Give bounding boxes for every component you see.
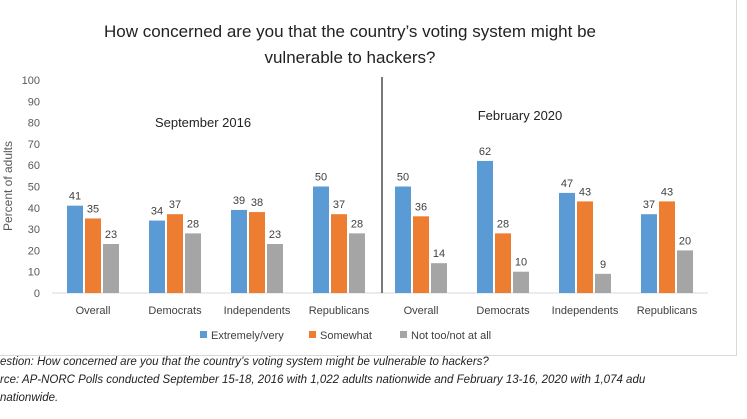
data-label: 36 bbox=[415, 201, 427, 213]
bar bbox=[85, 218, 101, 293]
category-label: Republicans bbox=[309, 305, 370, 317]
source-note-line-2: nationwide. bbox=[0, 392, 59, 404]
data-label: 50 bbox=[397, 172, 409, 184]
legend-label: Somewhat bbox=[320, 330, 372, 342]
data-label: 20 bbox=[679, 235, 691, 247]
bar bbox=[577, 201, 593, 293]
source-note-line-1: rce: AP-NORC Polls conducted September 1… bbox=[0, 374, 646, 386]
bar bbox=[67, 205, 83, 293]
y-tick-label: 50 bbox=[28, 182, 40, 194]
bar bbox=[103, 244, 119, 293]
data-label: 34 bbox=[151, 206, 163, 218]
period-label-2016: September 2016 bbox=[155, 115, 251, 130]
bar bbox=[313, 186, 329, 293]
question-note: estion: How concerned are you that the c… bbox=[0, 356, 489, 368]
bar bbox=[231, 209, 247, 293]
data-label: 23 bbox=[105, 229, 117, 241]
category-label: Overall bbox=[404, 305, 439, 317]
y-tick-label: 60 bbox=[28, 160, 40, 172]
data-label: 43 bbox=[661, 186, 673, 198]
chart-title-line-1: How concerned are you that the country’s… bbox=[104, 22, 596, 41]
category-label: Independents bbox=[224, 305, 291, 317]
y-axis-label: Percent of adults bbox=[1, 141, 15, 231]
y-tick-label: 30 bbox=[28, 224, 40, 236]
y-tick-label: 90 bbox=[28, 96, 40, 108]
data-label: 41 bbox=[69, 191, 81, 203]
bar bbox=[185, 233, 201, 293]
bar bbox=[267, 244, 283, 293]
legend-swatch bbox=[200, 331, 207, 338]
bar bbox=[641, 214, 657, 293]
data-labels: 41 35 23 34 37 28 39 38 23 50 37 28 50 36 14 62 28 10 47 43… bbox=[69, 146, 691, 271]
category-label: Republicans bbox=[637, 305, 698, 317]
data-label: 43 bbox=[579, 186, 591, 198]
data-label: 37 bbox=[333, 199, 345, 211]
y-tick-label: 0 bbox=[34, 288, 40, 300]
bar bbox=[559, 192, 575, 293]
legend-swatch bbox=[400, 331, 407, 338]
bar bbox=[331, 214, 347, 293]
bar bbox=[431, 263, 447, 293]
data-label: 10 bbox=[515, 257, 527, 269]
y-tick-label: 70 bbox=[28, 139, 40, 151]
category-label: Democrats bbox=[148, 305, 202, 317]
bar bbox=[167, 214, 183, 293]
legend-label: Not too/not at all bbox=[411, 330, 491, 342]
bar bbox=[249, 212, 265, 293]
data-label: 50 bbox=[315, 172, 327, 184]
data-label: 23 bbox=[269, 229, 281, 241]
bar bbox=[395, 186, 411, 293]
legend: Extremely/very Somewhat Not too/not at all bbox=[200, 330, 491, 342]
bar bbox=[677, 250, 693, 293]
category-label: Overall bbox=[76, 305, 111, 317]
x-axis-categories: Overall Democrats Independents Republicans O… bbox=[76, 305, 698, 317]
data-label: 28 bbox=[497, 218, 509, 230]
data-label: 9 bbox=[600, 259, 606, 271]
bar bbox=[477, 160, 493, 293]
data-label: 38 bbox=[251, 197, 263, 209]
legend-swatch bbox=[309, 331, 316, 338]
data-label: 37 bbox=[169, 199, 181, 211]
category-label: Independents bbox=[552, 305, 619, 317]
bar bbox=[413, 216, 429, 293]
data-label: 28 bbox=[187, 218, 199, 230]
data-label: 62 bbox=[479, 146, 491, 158]
bar-series bbox=[67, 160, 693, 293]
data-label: 39 bbox=[233, 195, 245, 207]
category-label: Democrats bbox=[476, 305, 530, 317]
chart-title-line-2: vulnerable to hackers? bbox=[264, 48, 435, 67]
chart-frame bbox=[0, 0, 737, 356]
y-tick-label: 100 bbox=[22, 75, 40, 87]
data-label: 37 bbox=[643, 199, 655, 211]
data-label: 28 bbox=[351, 218, 363, 230]
legend-label: Extremely/very bbox=[211, 330, 284, 342]
period-label-2020: February 2020 bbox=[478, 108, 563, 123]
bar bbox=[149, 220, 165, 293]
y-axis: 0 10 20 30 40 50 60 70 80 90 100 bbox=[22, 75, 40, 300]
data-label: 14 bbox=[433, 248, 445, 260]
data-label: 35 bbox=[87, 203, 99, 215]
bar bbox=[595, 273, 611, 293]
bar bbox=[659, 201, 675, 293]
bar bbox=[495, 233, 511, 293]
bar bbox=[513, 271, 529, 293]
y-tick-label: 10 bbox=[28, 267, 40, 279]
chart: How concerned are you that the country’s… bbox=[1, 22, 708, 342]
y-tick-label: 40 bbox=[28, 203, 40, 215]
y-tick-label: 80 bbox=[28, 118, 40, 130]
bar bbox=[349, 233, 365, 293]
data-label: 47 bbox=[561, 178, 573, 190]
y-tick-label: 20 bbox=[28, 245, 40, 257]
